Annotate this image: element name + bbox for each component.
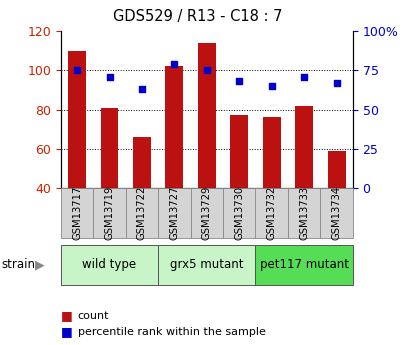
Text: GSM13727: GSM13727 <box>169 186 179 240</box>
Point <box>139 86 145 92</box>
Bar <box>230 116 248 266</box>
Text: wild type: wild type <box>82 258 136 271</box>
Bar <box>328 151 346 266</box>
Text: ■: ■ <box>61 325 73 338</box>
Text: GSM13722: GSM13722 <box>137 186 147 240</box>
Text: GSM13719: GSM13719 <box>105 186 115 240</box>
Text: ▶: ▶ <box>35 258 45 271</box>
Text: GSM13730: GSM13730 <box>234 186 244 240</box>
Point <box>106 74 113 79</box>
Text: GSM13734: GSM13734 <box>331 186 341 240</box>
Bar <box>165 66 184 266</box>
Point <box>268 83 275 89</box>
Point <box>333 80 340 86</box>
Bar <box>101 108 118 266</box>
Text: GSM13717: GSM13717 <box>72 186 82 240</box>
Point <box>204 68 210 73</box>
Text: grx5 mutant: grx5 mutant <box>170 258 244 271</box>
Text: strain: strain <box>1 258 35 271</box>
Point <box>236 79 243 84</box>
Text: count: count <box>78 311 109 321</box>
Text: percentile rank within the sample: percentile rank within the sample <box>78 327 265 337</box>
Text: ■: ■ <box>61 309 73 322</box>
Bar <box>68 51 86 266</box>
Text: GSM13732: GSM13732 <box>267 186 277 240</box>
Point <box>171 61 178 67</box>
Bar <box>133 137 151 266</box>
Text: GSM13729: GSM13729 <box>202 186 212 240</box>
Point <box>301 74 307 79</box>
Bar <box>198 43 216 266</box>
Bar <box>263 117 281 266</box>
Text: pet117 mutant: pet117 mutant <box>260 258 349 271</box>
Text: GSM13733: GSM13733 <box>299 186 309 240</box>
Text: GDS529 / R13 - C18 : 7: GDS529 / R13 - C18 : 7 <box>113 9 282 23</box>
Point <box>74 68 81 73</box>
Bar <box>295 106 313 266</box>
